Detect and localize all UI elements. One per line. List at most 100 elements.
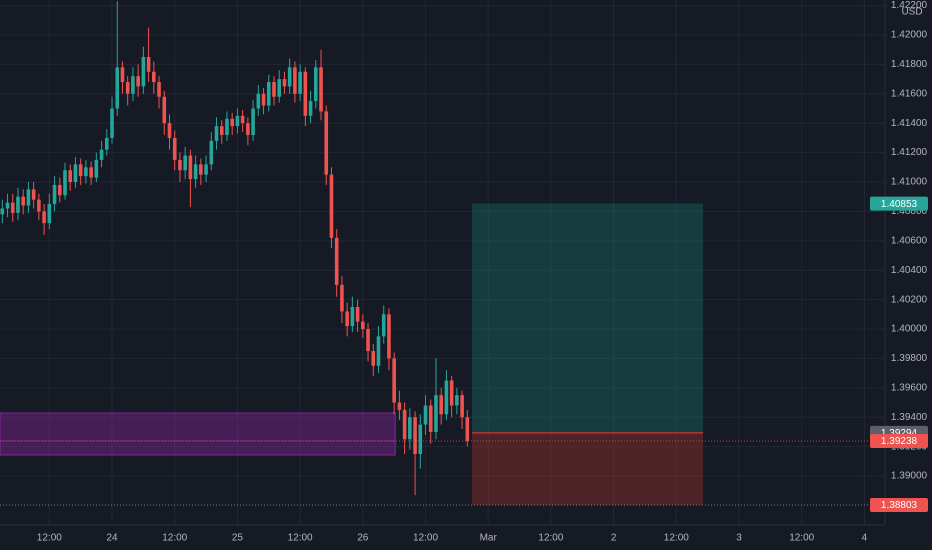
candle-body bbox=[120, 67, 125, 83]
candle-body bbox=[319, 67, 323, 112]
candle-body bbox=[350, 306, 355, 327]
y-tick-label: 1.41600 bbox=[891, 88, 928, 99]
candle-body bbox=[37, 199, 41, 212]
x-tick-label: 24 bbox=[106, 533, 118, 544]
candle-body bbox=[167, 123, 172, 138]
candle-body bbox=[408, 417, 412, 440]
y-tick-label: 1.40800 bbox=[891, 206, 928, 217]
candle-body bbox=[146, 57, 151, 72]
y-tick-label: 1.39800 bbox=[891, 353, 928, 364]
candle-body bbox=[439, 395, 443, 415]
x-tick-label: 12:00 bbox=[664, 533, 689, 544]
candle-body bbox=[141, 57, 146, 87]
candle-body bbox=[266, 82, 271, 106]
y-tick-label: 1.40600 bbox=[891, 235, 928, 246]
x-tick-label: 12:00 bbox=[789, 533, 814, 544]
candle-body bbox=[57, 184, 62, 196]
candle-body bbox=[193, 164, 198, 180]
candle-body bbox=[428, 405, 433, 432]
candle-body bbox=[465, 417, 470, 442]
candle-body bbox=[308, 101, 313, 116]
candle-body bbox=[256, 93, 261, 109]
candle-body bbox=[413, 417, 417, 454]
entry-tag: 1.39294 bbox=[881, 428, 918, 439]
y-tick-label: 1.41400 bbox=[891, 118, 928, 129]
target-tag-bg bbox=[870, 196, 928, 211]
candle-body bbox=[219, 126, 224, 135]
candle-body bbox=[355, 306, 360, 322]
candle-body bbox=[418, 424, 423, 454]
candle-body bbox=[397, 402, 402, 410]
y-tick-label: 1.39000 bbox=[891, 471, 928, 482]
candle-body bbox=[183, 155, 187, 171]
candle-body bbox=[460, 395, 464, 418]
candle-body bbox=[89, 167, 93, 178]
y-tick-label: 1.41000 bbox=[891, 177, 928, 188]
candle-body bbox=[172, 137, 177, 160]
candle-body bbox=[16, 196, 20, 213]
zone bbox=[0, 412, 396, 456]
candle-body bbox=[282, 79, 287, 87]
candle-body bbox=[402, 409, 407, 440]
candle-body bbox=[361, 321, 365, 330]
candle-body bbox=[298, 71, 302, 94]
x-tick-label: 26 bbox=[357, 533, 369, 544]
candle-body bbox=[366, 329, 370, 352]
candle-body bbox=[162, 96, 167, 124]
candle-body bbox=[449, 380, 454, 406]
x-tick-label: 12:00 bbox=[37, 533, 62, 544]
candle-body bbox=[21, 196, 25, 206]
candle-body bbox=[52, 184, 57, 205]
candle-body bbox=[31, 189, 36, 200]
candle-body bbox=[387, 314, 391, 359]
candle-body bbox=[303, 71, 308, 116]
candle-body bbox=[313, 67, 318, 102]
candle-body bbox=[157, 82, 161, 97]
candle-body bbox=[178, 159, 182, 171]
candle-body bbox=[104, 137, 109, 150]
candle-body bbox=[99, 149, 104, 160]
price-tag: 1.39238 bbox=[881, 436, 918, 447]
candle-body bbox=[42, 211, 46, 224]
candle-body bbox=[94, 159, 99, 178]
candle-body bbox=[376, 336, 381, 366]
x-tick-label: 25 bbox=[232, 533, 244, 544]
x-tick-label: Mar bbox=[480, 533, 498, 544]
y-tick-label: 1.41800 bbox=[891, 59, 928, 70]
price-tag-bg bbox=[870, 434, 928, 449]
candle-body bbox=[345, 311, 349, 327]
candle-body bbox=[125, 82, 130, 94]
candle-body bbox=[246, 123, 250, 135]
candle-body bbox=[423, 405, 428, 425]
candle-body bbox=[84, 167, 88, 177]
candle-body bbox=[324, 111, 329, 175]
candle-body bbox=[230, 118, 234, 127]
candle-body bbox=[287, 67, 292, 87]
candle-body bbox=[261, 93, 266, 106]
y-tick-label: 1.39400 bbox=[891, 412, 928, 423]
candle-body bbox=[68, 170, 73, 183]
y-tick-label: 1.39600 bbox=[891, 382, 928, 393]
candle-body bbox=[10, 202, 15, 213]
candle-body bbox=[136, 76, 140, 87]
candle-body bbox=[199, 164, 203, 175]
candle-body bbox=[340, 284, 344, 312]
y-tick-label: 1.40000 bbox=[891, 324, 928, 335]
candle-body bbox=[131, 76, 135, 94]
candle-body bbox=[188, 155, 193, 180]
candle-body bbox=[5, 202, 10, 209]
candle-body bbox=[444, 380, 449, 415]
currency-label: USD bbox=[901, 7, 922, 18]
candle-body bbox=[381, 314, 386, 337]
x-tick-label: 3 bbox=[736, 533, 742, 544]
candle-body bbox=[329, 174, 334, 238]
x-tick-label: 12:00 bbox=[413, 533, 438, 544]
candle-body bbox=[214, 126, 219, 141]
candle-body bbox=[371, 351, 376, 366]
candle-body bbox=[293, 67, 297, 94]
loss-zone bbox=[472, 432, 703, 506]
y-tick-label: 1.40200 bbox=[891, 294, 928, 305]
x-tick-label: 4 bbox=[862, 533, 868, 544]
